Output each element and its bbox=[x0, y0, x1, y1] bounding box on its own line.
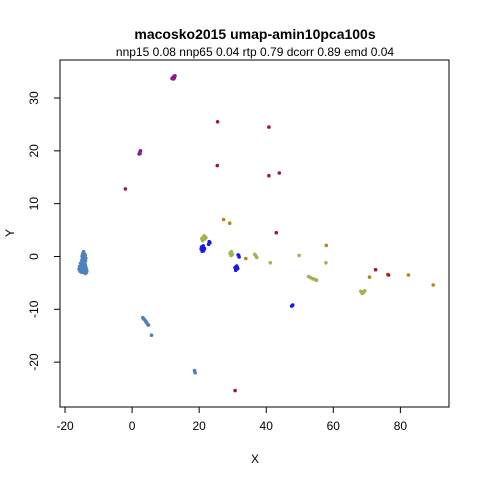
data-point bbox=[236, 253, 241, 258]
chart-subtitle: nnp15 0.08 nnp65 0.04 rtp 0.79 dcorr 0.8… bbox=[116, 45, 395, 59]
data-point bbox=[267, 173, 271, 178]
data-point bbox=[83, 268, 88, 273]
data-point bbox=[229, 249, 234, 254]
data-point bbox=[80, 258, 84, 263]
y-axis-label: Y bbox=[3, 229, 17, 237]
data-point bbox=[149, 333, 154, 338]
data-point bbox=[229, 253, 233, 258]
data-point bbox=[80, 253, 85, 257]
data-point bbox=[324, 243, 329, 248]
data-point bbox=[200, 238, 205, 243]
data-point bbox=[207, 239, 211, 244]
y-tick-label: -10 bbox=[27, 300, 41, 318]
data-point bbox=[144, 320, 148, 324]
x-tick-label: 0 bbox=[129, 419, 136, 433]
data-point bbox=[138, 149, 143, 153]
data-point bbox=[290, 303, 295, 307]
data-point bbox=[215, 163, 220, 168]
x-tick-label: 60 bbox=[327, 419, 341, 433]
data-point bbox=[81, 262, 85, 266]
data-point bbox=[202, 247, 206, 252]
data-point bbox=[199, 245, 204, 249]
x-axis-label: X bbox=[251, 452, 259, 466]
data-point bbox=[172, 76, 177, 80]
data-point bbox=[277, 171, 282, 175]
data-point bbox=[297, 253, 301, 258]
data-point bbox=[204, 235, 208, 240]
data-point bbox=[386, 273, 391, 277]
data-point bbox=[193, 370, 197, 375]
y-tick-label: 20 bbox=[27, 144, 41, 158]
data-point bbox=[363, 289, 367, 293]
x-tick-label: 20 bbox=[192, 419, 206, 433]
data-point bbox=[80, 270, 84, 275]
y-tick-label: 10 bbox=[27, 197, 41, 211]
data-point bbox=[254, 255, 259, 260]
data-point bbox=[221, 217, 226, 222]
data-point bbox=[268, 261, 273, 265]
data-point bbox=[141, 317, 146, 321]
x-axis: -20 0 20 40 60 80 bbox=[56, 406, 408, 433]
data-point bbox=[267, 125, 271, 129]
data-point bbox=[233, 388, 237, 393]
data-point bbox=[123, 187, 128, 191]
points-layer bbox=[77, 74, 436, 393]
y-tick-label: 30 bbox=[27, 91, 41, 105]
data-point bbox=[314, 278, 319, 283]
y-axis: -20 -10 0 10 20 30 bbox=[27, 91, 61, 371]
data-point bbox=[244, 256, 248, 261]
y-tick-label: -20 bbox=[27, 353, 41, 371]
y-tick-label: 0 bbox=[27, 253, 41, 260]
data-point bbox=[406, 273, 411, 277]
data-point bbox=[81, 264, 85, 269]
data-point bbox=[77, 264, 82, 269]
x-tick-label: 80 bbox=[394, 419, 408, 433]
data-point bbox=[324, 261, 328, 265]
data-point bbox=[138, 151, 142, 156]
data-point bbox=[83, 257, 87, 262]
data-point bbox=[146, 323, 151, 327]
chart-title: macosko2015 umap-amin10pca100s bbox=[134, 26, 375, 42]
data-point bbox=[431, 283, 436, 287]
plot-area-frame bbox=[59, 59, 450, 408]
data-point bbox=[373, 267, 378, 272]
data-point bbox=[83, 253, 87, 257]
data-point bbox=[367, 275, 372, 279]
data-point bbox=[274, 230, 279, 235]
data-point bbox=[227, 221, 232, 225]
data-point bbox=[215, 120, 220, 124]
x-tick-label: 40 bbox=[260, 419, 274, 433]
x-tick-label: -20 bbox=[56, 419, 74, 433]
data-point bbox=[234, 264, 239, 268]
